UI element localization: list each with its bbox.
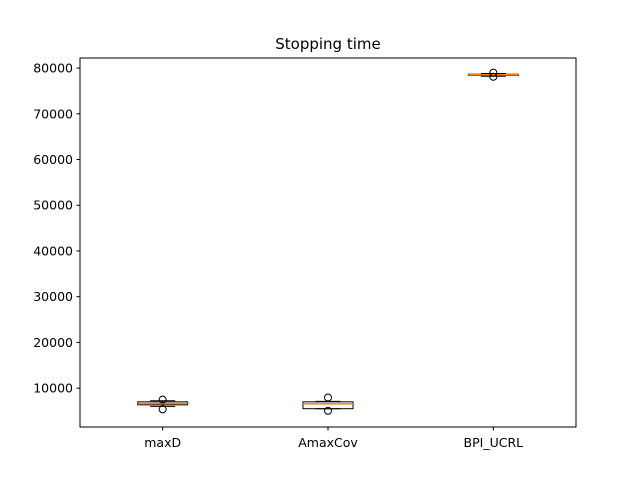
chart-title: Stopping time (275, 35, 380, 53)
box-group-amaxcov (302, 393, 354, 415)
box-group-bpi-ucrl (467, 68, 519, 81)
y-tick-label: 70000 (33, 106, 73, 121)
y-tick-label: 40000 (33, 243, 73, 258)
y-tick-label: 80000 (33, 61, 73, 76)
outlier-point (324, 406, 332, 415)
x-tick-label: maxD (144, 435, 181, 450)
outlier-point (324, 393, 332, 402)
y-tick-label: 10000 (33, 381, 73, 396)
y-tick-label: 60000 (33, 152, 73, 167)
plot-area (137, 68, 519, 415)
x-axis: maxD AmaxCov BPI_UCRL (144, 427, 523, 450)
box-group-maxd (137, 395, 189, 414)
outlier-point (158, 405, 167, 414)
y-axis: 10000 20000 30000 40000 50000 60000 70000 80000 (33, 61, 80, 396)
outlier-point (489, 68, 498, 77)
y-tick-label: 30000 (33, 289, 73, 304)
iqr-box (302, 401, 354, 410)
x-tick-label: AmaxCov (298, 435, 358, 450)
x-tick-label: BPI_UCRL (464, 435, 524, 450)
outlier-point (158, 395, 167, 404)
y-tick-label: 50000 (33, 198, 73, 213)
outlier-point (489, 72, 498, 81)
y-tick-label: 20000 (33, 335, 73, 350)
